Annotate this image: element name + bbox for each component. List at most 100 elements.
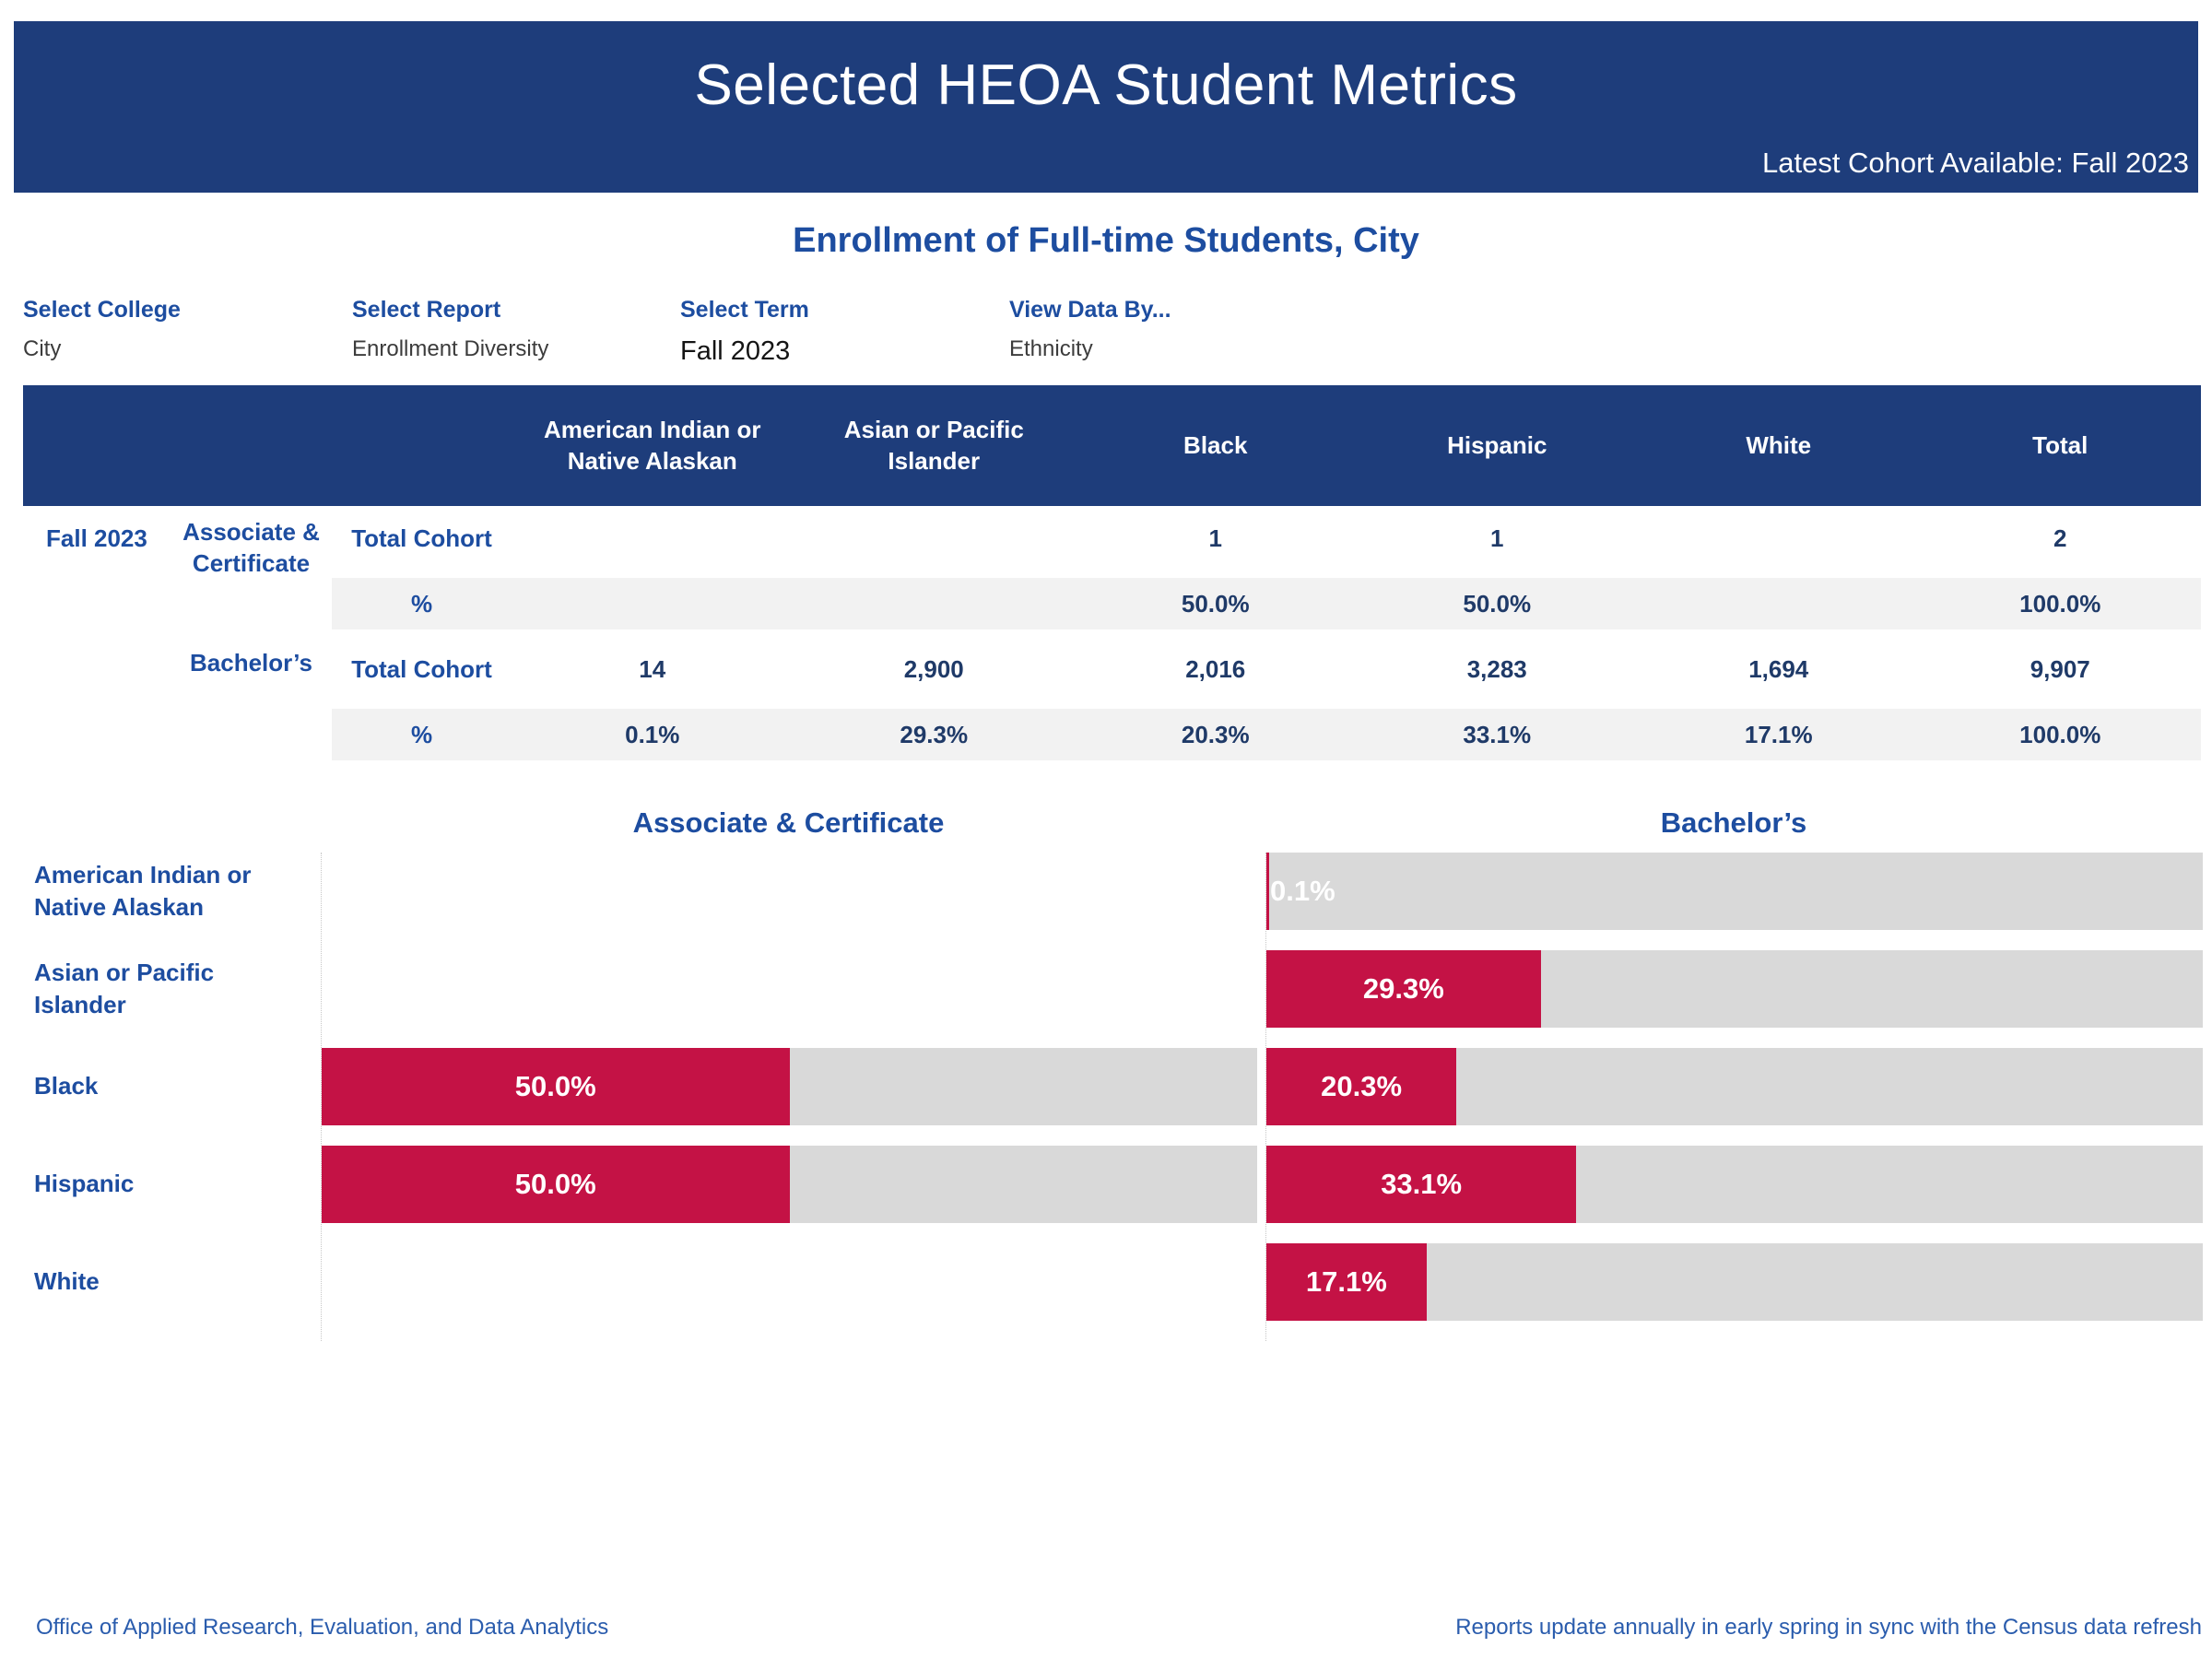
chart-title-associate-certificate: Associate & Certificate (632, 806, 945, 839)
page-title: Enrollment of Full-time Students, City (793, 221, 1419, 260)
bar-row: 29.3% (1266, 950, 2203, 1028)
filter-select-college: Select College City (23, 297, 336, 362)
term-dropdown[interactable]: Fall 2023 (680, 336, 791, 366)
table-cell (512, 506, 794, 571)
table-cell: 100.0% (1919, 578, 2201, 629)
column-header: American Indian or Native Alaskan (544, 415, 761, 475)
bachelors-chart: 0.1% 29.3% 20.3% 33.1% 17.1% (1265, 853, 2203, 1341)
bar-track: 0.1% (1266, 853, 2203, 930)
bar-track: 50.0% (322, 1146, 1257, 1223)
table-cell: 17.1% (1638, 709, 1920, 760)
bar-fill[interactable]: 50.0% (322, 1048, 790, 1125)
table-cell: 2,900 (903, 654, 964, 683)
table-cell: 20.3% (1075, 709, 1357, 760)
row-label: % (332, 578, 512, 629)
table-cell: 0.1% (512, 709, 794, 760)
bar-row (322, 853, 1257, 930)
table-cell: 3,283 (1466, 654, 1527, 683)
filter-label: Select Term (680, 297, 809, 323)
table-cell: 2,016 (1185, 654, 1246, 683)
bar-value-label: 50.0% (514, 1168, 596, 1200)
table-cell: 9,907 (2030, 654, 2090, 683)
dashboard-title: Selected HEOA Student Metrics (694, 53, 1518, 117)
filter-view-data-by: View Data By... Ethnicity (1009, 297, 1323, 362)
category-label: Black (34, 1072, 99, 1100)
bar-fill[interactable]: 17.1% (1266, 1243, 1427, 1321)
table-header-row: American Indian or Native Alaskan Asian … (23, 385, 2201, 506)
table-cell (1638, 506, 1920, 571)
table-cell (794, 506, 1076, 571)
bar-track: 17.1% (1266, 1243, 2203, 1321)
latest-cohort-note: Latest Cohort Available: Fall 2023 (1761, 147, 2189, 179)
category-label: White (34, 1267, 100, 1296)
bar-fill[interactable] (1266, 853, 1269, 930)
group-label-associate-certificate: Associate & Certificate (182, 518, 320, 577)
footer-refresh-note: Reports update annually in early spring … (1455, 1615, 2202, 1640)
bar-row: 20.3% (1266, 1048, 2203, 1125)
footer-office-text: Office of Applied Research, Evaluation, … (36, 1615, 609, 1640)
table-cell: 1,694 (1748, 654, 1809, 683)
bar-value-label: 0.1% (1270, 875, 1335, 907)
filter-select-term: Select Term Fall 2023 (680, 297, 994, 367)
row-label: % (332, 709, 512, 760)
table-cell: 1 (1490, 524, 1504, 552)
report-dropdown[interactable]: Enrollment Diversity (352, 336, 549, 361)
bar-track: 20.3% (1266, 1048, 2203, 1125)
table-cell: 2 (2053, 524, 2067, 552)
column-header: Black (1183, 430, 1248, 459)
category-label: American Indian or Native Alaskan (34, 860, 252, 921)
header-banner: Selected HEOA Student Metrics Latest Coh… (14, 21, 2198, 193)
column-header: Total (2032, 430, 2088, 459)
bar-value-label: 29.3% (1362, 972, 1444, 1005)
bar-value-label: 50.0% (514, 1070, 596, 1102)
column-header: Hispanic (1447, 430, 1547, 459)
filter-select-report: Select Report Enrollment Diversity (352, 297, 665, 362)
table-cell: 100.0% (1919, 709, 2201, 760)
table-cell: 50.0% (1075, 578, 1357, 629)
filter-label: View Data By... (1009, 297, 1171, 323)
row-label: Total Cohort (351, 654, 492, 683)
category-label: Asian or Pacific Islander (34, 958, 215, 1018)
table-cell (793, 578, 1075, 629)
bar-track: 29.3% (1266, 950, 2203, 1028)
bar-row: 50.0% (322, 1048, 1257, 1125)
bar-fill[interactable]: 33.1% (1266, 1146, 1577, 1223)
bar-row (322, 950, 1257, 1028)
bar-value-label: 20.3% (1321, 1070, 1403, 1102)
column-header: White (1746, 430, 1812, 459)
college-dropdown[interactable]: City (23, 336, 62, 361)
bar-fill[interactable]: 20.3% (1266, 1048, 1457, 1125)
row-label: Total Cohort (351, 524, 492, 552)
view-by-dropdown[interactable]: Ethnicity (1009, 336, 1093, 361)
bar-row: 33.1% (1266, 1146, 2203, 1223)
filter-label: Select Report (352, 297, 501, 323)
table-body: Fall 2023 Associate & Certificate Total … (23, 506, 2201, 760)
chart-title-bachelors: Bachelor’s (1660, 806, 1807, 839)
column-header: Asian or Pacific Islander (843, 415, 1024, 475)
table-cell (512, 578, 794, 629)
table-term-label: Fall 2023 (46, 524, 147, 552)
category-label: Hispanic (34, 1170, 135, 1198)
bar-row: 0.1% (1266, 853, 2203, 930)
bar-value-label: 17.1% (1305, 1265, 1387, 1298)
bar-track: 50.0% (322, 1048, 1257, 1125)
table-cell: 33.1% (1356, 709, 1638, 760)
bar-track: 33.1% (1266, 1146, 2203, 1223)
enrollment-table: American Indian or Native Alaskan Asian … (23, 385, 2201, 760)
bar-fill[interactable]: 50.0% (322, 1146, 790, 1223)
filter-bar: Select College City Select Report Enroll… (0, 297, 2212, 389)
table-cell: 50.0% (1356, 578, 1638, 629)
bar-row (322, 1243, 1257, 1321)
bar-row: 50.0% (322, 1146, 1257, 1223)
bar-value-label: 33.1% (1381, 1168, 1463, 1200)
table-cell (1638, 578, 1920, 629)
group-label-bachelors: Bachelor’s (190, 649, 312, 677)
table-cell: 1 (1208, 524, 1222, 552)
table-cell: 29.3% (793, 709, 1075, 760)
bar-fill[interactable]: 29.3% (1266, 950, 1541, 1028)
bar-row: 17.1% (1266, 1243, 2203, 1321)
table-cell: 14 (639, 654, 666, 683)
chart-category-labels: American Indian or Native Alaskan Asian o… (34, 853, 311, 1341)
associate-certificate-chart: 50.0% 50.0% (321, 853, 1257, 1341)
